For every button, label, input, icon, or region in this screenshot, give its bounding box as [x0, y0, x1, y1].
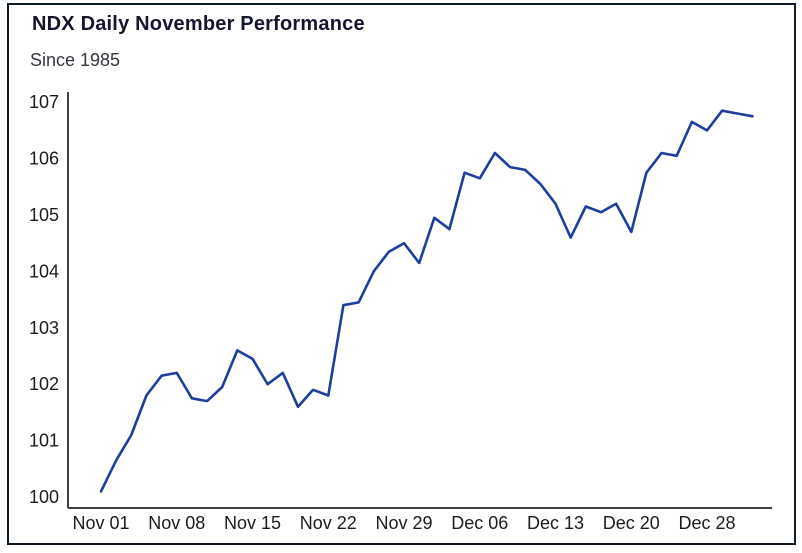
y-tick-label: 101	[29, 431, 59, 451]
chart-subtitle: Since 1985	[30, 50, 121, 70]
x-tick-label: Nov 22	[300, 513, 357, 533]
x-tick-label: Nov 08	[148, 513, 205, 533]
y-tick-label: 104	[29, 261, 59, 281]
x-tick-label: Dec 28	[678, 513, 735, 533]
x-tick-label: Nov 01	[72, 513, 129, 533]
y-tick-label: 103	[29, 318, 59, 338]
x-tick-label: Dec 20	[603, 513, 660, 533]
y-tick-label: 106	[29, 149, 59, 169]
x-tick-label: Dec 13	[527, 513, 584, 533]
x-tick-label: Nov 15	[224, 513, 281, 533]
y-tick-label: 100	[29, 487, 59, 507]
line-series	[99, 109, 754, 493]
chart-title: NDX Daily November Performance	[32, 13, 365, 35]
x-tick-label: Nov 29	[375, 513, 432, 533]
chart-frame	[7, 3, 796, 545]
y-tick-label: 107	[29, 92, 59, 112]
y-tick-label: 102	[29, 374, 59, 394]
x-tick-label: Dec 06	[451, 513, 508, 533]
y-tick-label: 105	[29, 205, 59, 225]
